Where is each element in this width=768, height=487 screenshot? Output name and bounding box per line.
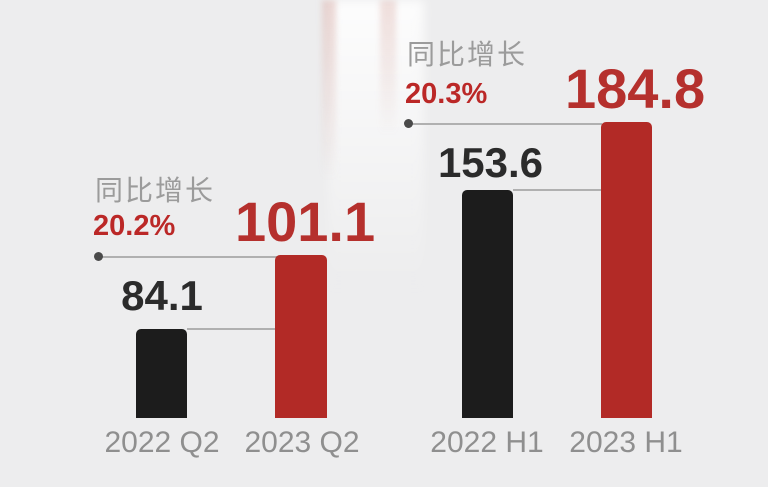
growth-percent: 20.2% (93, 210, 176, 242)
x-label-2023-h1: 2023 H1 (569, 426, 683, 459)
bar-2022-h1 (462, 190, 513, 418)
value-label-2022-q2: 84.1 (121, 272, 203, 319)
value-label-2023-h1: 184.8 (565, 57, 706, 120)
connector-line (187, 328, 276, 330)
growth-percent: 20.3% (405, 78, 488, 110)
value-label-2022-h1: 153.6 (437, 139, 544, 186)
background-red-streak (322, 0, 336, 180)
leader-dot (404, 119, 413, 128)
leader-line (94, 252, 277, 261)
background-red-streak (380, 0, 396, 135)
leader-dot (94, 252, 103, 261)
value-label-2023-q2: 101.1 (235, 190, 376, 253)
growth-caption: 同比增长 (407, 39, 528, 70)
connector-line (513, 189, 602, 191)
x-label-2023-q2: 2023 Q2 (244, 426, 360, 459)
growth-caption: 同比增长 (95, 175, 216, 206)
bar-2023-h1 (601, 122, 652, 418)
bar-2023-q2 (275, 255, 327, 418)
x-label-2022-q2: 2022 Q2 (104, 426, 220, 459)
bar-2022-q2 (136, 329, 187, 418)
x-label-2022-h1: 2022 H1 (430, 426, 544, 459)
leader-line (404, 119, 602, 128)
